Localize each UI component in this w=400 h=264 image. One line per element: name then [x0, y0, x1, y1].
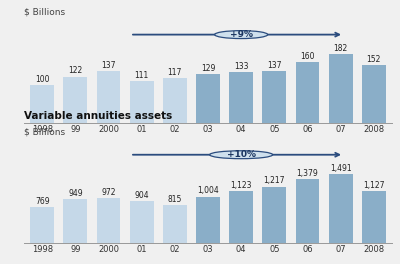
Text: Variable annuities assets: Variable annuities assets: [24, 111, 172, 121]
Bar: [130, 201, 154, 243]
Bar: [362, 65, 386, 123]
Text: 137: 137: [101, 61, 116, 70]
Text: $ Billions: $ Billions: [24, 7, 65, 16]
Bar: [329, 174, 352, 243]
Bar: [329, 54, 352, 123]
Bar: [262, 187, 286, 243]
Bar: [30, 85, 54, 123]
Text: 815: 815: [168, 195, 182, 204]
Text: 1,127: 1,127: [363, 181, 384, 190]
Bar: [64, 77, 87, 123]
Bar: [362, 191, 386, 243]
Bar: [296, 62, 319, 123]
Bar: [130, 81, 154, 123]
Bar: [97, 71, 120, 123]
Text: 1,004: 1,004: [197, 186, 219, 195]
Text: 1,379: 1,379: [296, 169, 318, 178]
Bar: [163, 78, 187, 123]
Bar: [163, 205, 187, 243]
Text: 137: 137: [267, 61, 282, 70]
Ellipse shape: [210, 151, 273, 159]
Text: 160: 160: [300, 52, 315, 61]
Bar: [229, 191, 253, 243]
Text: +10%: +10%: [227, 150, 256, 159]
Ellipse shape: [215, 31, 268, 39]
Text: 133: 133: [234, 62, 248, 71]
Text: 129: 129: [201, 64, 215, 73]
Text: 949: 949: [68, 189, 83, 198]
Text: 152: 152: [366, 55, 381, 64]
Bar: [262, 71, 286, 123]
Bar: [296, 179, 319, 243]
Text: Variable annuities sales: Variable annuities sales: [24, 0, 165, 1]
Text: $ Billions: $ Billions: [24, 128, 65, 136]
Bar: [30, 207, 54, 243]
Text: 117: 117: [168, 68, 182, 77]
Text: 122: 122: [68, 66, 82, 75]
Text: 972: 972: [101, 188, 116, 197]
Text: 1,491: 1,491: [330, 164, 352, 173]
Text: 1,123: 1,123: [230, 181, 252, 190]
Text: 100: 100: [35, 75, 50, 84]
Text: 904: 904: [134, 191, 149, 200]
Bar: [97, 198, 120, 243]
Text: 769: 769: [35, 197, 50, 206]
Bar: [196, 196, 220, 243]
Text: +9%: +9%: [230, 30, 253, 39]
Bar: [196, 74, 220, 123]
Text: 111: 111: [134, 70, 149, 79]
Text: 1,217: 1,217: [264, 176, 285, 185]
Text: 182: 182: [334, 44, 348, 53]
Bar: [64, 199, 87, 243]
Bar: [229, 72, 253, 123]
